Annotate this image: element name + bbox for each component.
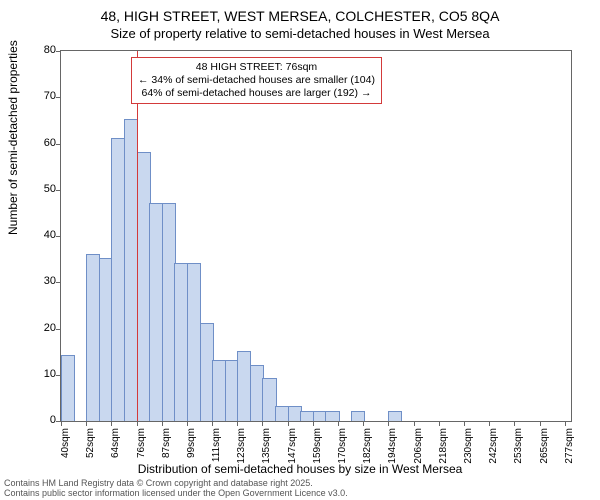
x-tick-mark: [489, 421, 490, 426]
x-tick-mark: [262, 421, 263, 426]
x-tick-mark: [187, 421, 188, 426]
y-tick-mark: [56, 329, 61, 330]
x-tick-label: 147sqm: [287, 428, 298, 468]
histogram-bar: [388, 411, 402, 421]
x-tick-label: 194sqm: [387, 428, 398, 468]
y-tick-label: 40: [44, 229, 56, 241]
annotation-line: 48 HIGH STREET: 76sqm: [138, 61, 375, 74]
x-tick-mark: [514, 421, 515, 426]
x-tick-label: 218sqm: [438, 428, 449, 468]
x-tick-label: 277sqm: [564, 428, 575, 468]
y-tick-mark: [56, 144, 61, 145]
reference-line: [137, 51, 138, 421]
y-tick-mark: [56, 97, 61, 98]
x-tick-label: 182sqm: [362, 428, 373, 468]
x-tick-mark: [540, 421, 541, 426]
histogram-bar: [351, 411, 365, 421]
chart-container: 48, HIGH STREET, WEST MERSEA, COLCHESTER…: [0, 0, 600, 500]
chart-plot-area: 48 HIGH STREET: 76sqm← 34% of semi-detac…: [60, 50, 572, 422]
y-tick-mark: [56, 282, 61, 283]
x-tick-label: 135sqm: [261, 428, 272, 468]
x-tick-mark: [137, 421, 138, 426]
y-tick-label: 0: [50, 414, 56, 426]
x-tick-label: 99sqm: [186, 428, 197, 468]
x-tick-label: 242sqm: [488, 428, 499, 468]
x-tick-label: 170sqm: [337, 428, 348, 468]
y-axis-label: Number of semi-detached properties: [6, 40, 20, 235]
x-tick-mark: [363, 421, 364, 426]
x-tick-mark: [439, 421, 440, 426]
title-subtitle: Size of property relative to semi-detach…: [0, 26, 600, 41]
x-tick-mark: [86, 421, 87, 426]
x-tick-label: 76sqm: [136, 428, 147, 468]
footer-line2: Contains public sector information licen…: [4, 489, 348, 499]
x-tick-label: 159sqm: [312, 428, 323, 468]
y-tick-label: 70: [44, 90, 56, 102]
histogram-bar: [325, 411, 339, 421]
x-tick-mark: [338, 421, 339, 426]
x-tick-mark: [111, 421, 112, 426]
annotation-line: ← 34% of semi-detached houses are smalle…: [138, 74, 375, 87]
y-tick-label: 50: [44, 183, 56, 195]
annotation-box: 48 HIGH STREET: 76sqm← 34% of semi-detac…: [131, 57, 382, 104]
x-tick-mark: [565, 421, 566, 426]
x-tick-mark: [388, 421, 389, 426]
x-tick-mark: [464, 421, 465, 426]
y-tick-label: 80: [44, 44, 56, 56]
x-tick-mark: [212, 421, 213, 426]
y-tick-mark: [56, 51, 61, 52]
x-tick-mark: [237, 421, 238, 426]
x-tick-mark: [61, 421, 62, 426]
x-tick-mark: [288, 421, 289, 426]
x-tick-label: 230sqm: [463, 428, 474, 468]
y-tick-label: 60: [44, 137, 56, 149]
y-tick-mark: [56, 236, 61, 237]
y-tick-label: 30: [44, 275, 56, 287]
x-tick-label: 87sqm: [161, 428, 172, 468]
x-tick-label: 40sqm: [60, 428, 71, 468]
y-tick-label: 10: [44, 368, 56, 380]
x-tick-label: 265sqm: [539, 428, 550, 468]
x-tick-label: 123sqm: [236, 428, 247, 468]
x-tick-mark: [313, 421, 314, 426]
histogram-bar: [61, 355, 75, 421]
title-address: 48, HIGH STREET, WEST MERSEA, COLCHESTER…: [0, 8, 600, 24]
x-tick-label: 253sqm: [513, 428, 524, 468]
x-tick-mark: [162, 421, 163, 426]
annotation-line: 64% of semi-detached houses are larger (…: [138, 87, 375, 100]
x-tick-label: 52sqm: [85, 428, 96, 468]
x-tick-label: 111sqm: [211, 428, 222, 468]
x-tick-label: 64sqm: [110, 428, 121, 468]
footer-attribution: Contains HM Land Registry data © Crown c…: [4, 479, 348, 499]
x-tick-mark: [414, 421, 415, 426]
title-block: 48, HIGH STREET, WEST MERSEA, COLCHESTER…: [0, 0, 600, 41]
x-tick-label: 206sqm: [413, 428, 424, 468]
y-tick-mark: [56, 190, 61, 191]
y-tick-label: 20: [44, 322, 56, 334]
